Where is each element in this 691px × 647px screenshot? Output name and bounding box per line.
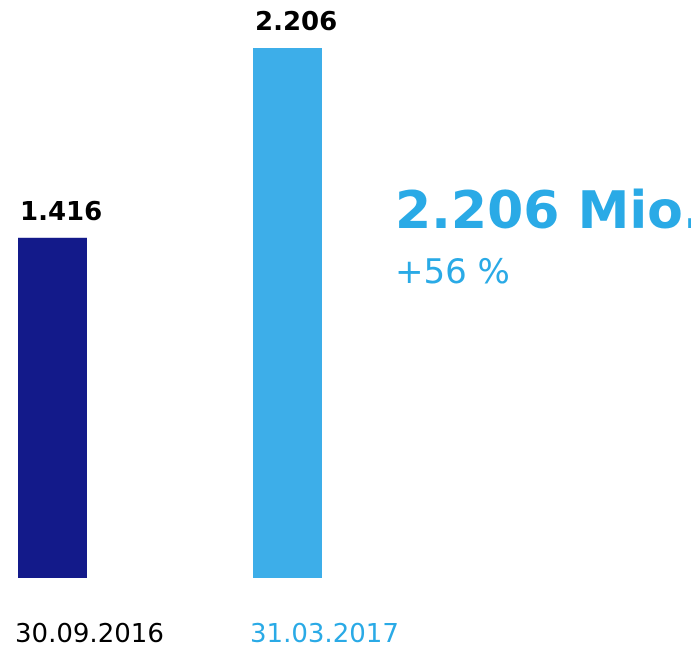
value-label: 2.206 [255, 7, 337, 37]
bar [18, 237, 87, 578]
bar [253, 48, 322, 578]
category-label: 31.03.2017 [250, 619, 399, 647]
annotation-main: 2.206 Mio. [395, 181, 691, 241]
category-label: 30.09.2016 [15, 619, 164, 647]
annotation-change: +56 % [395, 252, 510, 292]
value-label: 1.416 [20, 197, 102, 227]
